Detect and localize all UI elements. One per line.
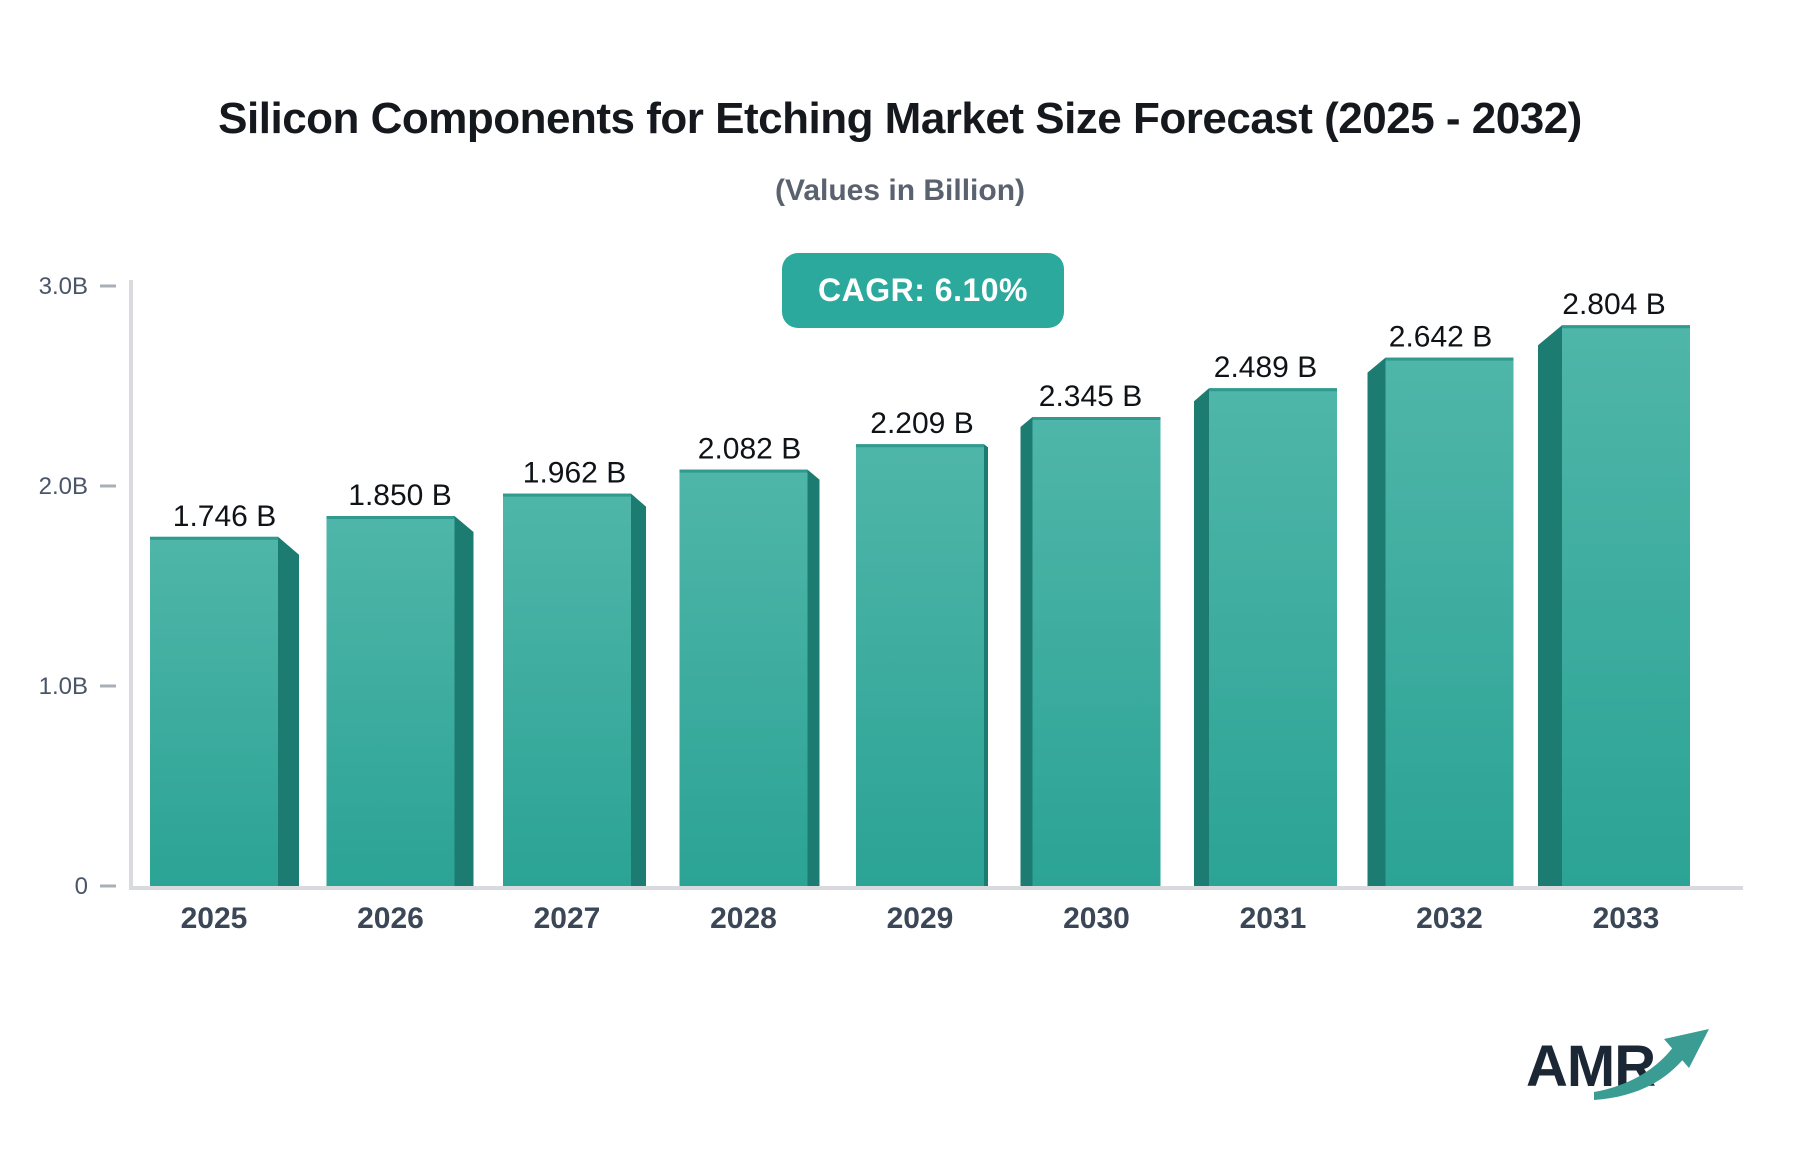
bar-2028-top-edge (679, 469, 808, 473)
bar-value-label-2027: 1.962 B (523, 457, 626, 490)
bar-value-label-2029: 2.209 B (870, 407, 973, 440)
bar-2029-face (856, 444, 984, 886)
bar-2032-face (1385, 357, 1514, 887)
x-axis-label-2026: 2026 (357, 902, 424, 935)
x-axis-label-2030: 2030 (1063, 902, 1130, 935)
bar-value-label-2025: 1.746 B (173, 500, 276, 533)
growth-arrow-icon (1594, 1029, 1709, 1100)
bar-2028-face (679, 469, 808, 886)
x-axis-line (129, 886, 1743, 890)
y-axis-tick-label-3.0B: 3.0B (39, 273, 88, 300)
bar-2027-side (631, 493, 646, 886)
bar-2027-top-edge (503, 493, 631, 497)
bar-2033-side (1538, 325, 1562, 886)
bar-value-label-2033: 2.804 B (1562, 288, 1665, 321)
bar-2025-top-edge (150, 536, 278, 540)
bar-2026-side (454, 516, 474, 886)
bar-2026-face (326, 516, 455, 886)
bar-2031-top-edge (1209, 388, 1337, 392)
y-axis-tick-label-2.0B: 2.0B (39, 473, 88, 500)
bar-2030-side (1020, 417, 1033, 886)
bar-2032-top-edge (1385, 357, 1514, 361)
page-title: Silicon Components for Etching Market Si… (218, 94, 1582, 143)
bar-value-label-2028: 2.082 B (698, 433, 801, 466)
x-axis-label-2031: 2031 (1240, 902, 1307, 935)
bar-value-label-2030: 2.345 B (1039, 380, 1142, 413)
y-axis-tick-label-0: 0 (75, 873, 88, 900)
x-axis-label-2025: 2025 (181, 902, 248, 935)
cagr-badge: CAGR: 6.10% (782, 253, 1064, 328)
bar-2030-top-edge (1032, 417, 1161, 420)
x-axis-label-2028: 2028 (710, 902, 777, 935)
bar-2026-top-edge (326, 516, 455, 519)
bar-2031-face (1209, 388, 1337, 886)
bar-2028-side (807, 469, 820, 886)
x-axis-label-2027: 2027 (534, 902, 601, 935)
y-axis-tick-3.0B (100, 284, 116, 288)
bar-2027-face (503, 493, 631, 886)
bar-value-label-2026: 1.850 B (348, 479, 451, 512)
bar-2030-face (1032, 417, 1161, 886)
bar-2025-side (278, 536, 299, 886)
bar-2025-face (150, 536, 278, 886)
bar-2031-side (1194, 388, 1209, 886)
bar-2029-top-edge (856, 444, 984, 448)
y-axis-line (129, 280, 133, 890)
bar-2032-side (1367, 357, 1386, 887)
y-axis-tick-1.0B (100, 684, 116, 688)
x-axis-label-2033: 2033 (1593, 902, 1660, 935)
y-axis-tick-0 (100, 884, 116, 888)
amr-logo: AMR (1526, 1029, 1726, 1118)
bar-value-label-2031: 2.489 B (1214, 351, 1317, 384)
x-axis-label-2029: 2029 (887, 902, 954, 935)
bar-2033-top-edge (1562, 325, 1690, 329)
y-axis-tick-label-1.0B: 1.0B (39, 673, 88, 700)
bar-value-label-2032: 2.642 B (1389, 321, 1492, 354)
y-axis-tick-2.0B (100, 484, 116, 488)
bar-2029-side (984, 444, 988, 886)
bar-2033-face (1562, 325, 1690, 886)
x-axis-label-2032: 2032 (1416, 902, 1483, 935)
page-subtitle: (Values in Billion) (774, 174, 1026, 207)
